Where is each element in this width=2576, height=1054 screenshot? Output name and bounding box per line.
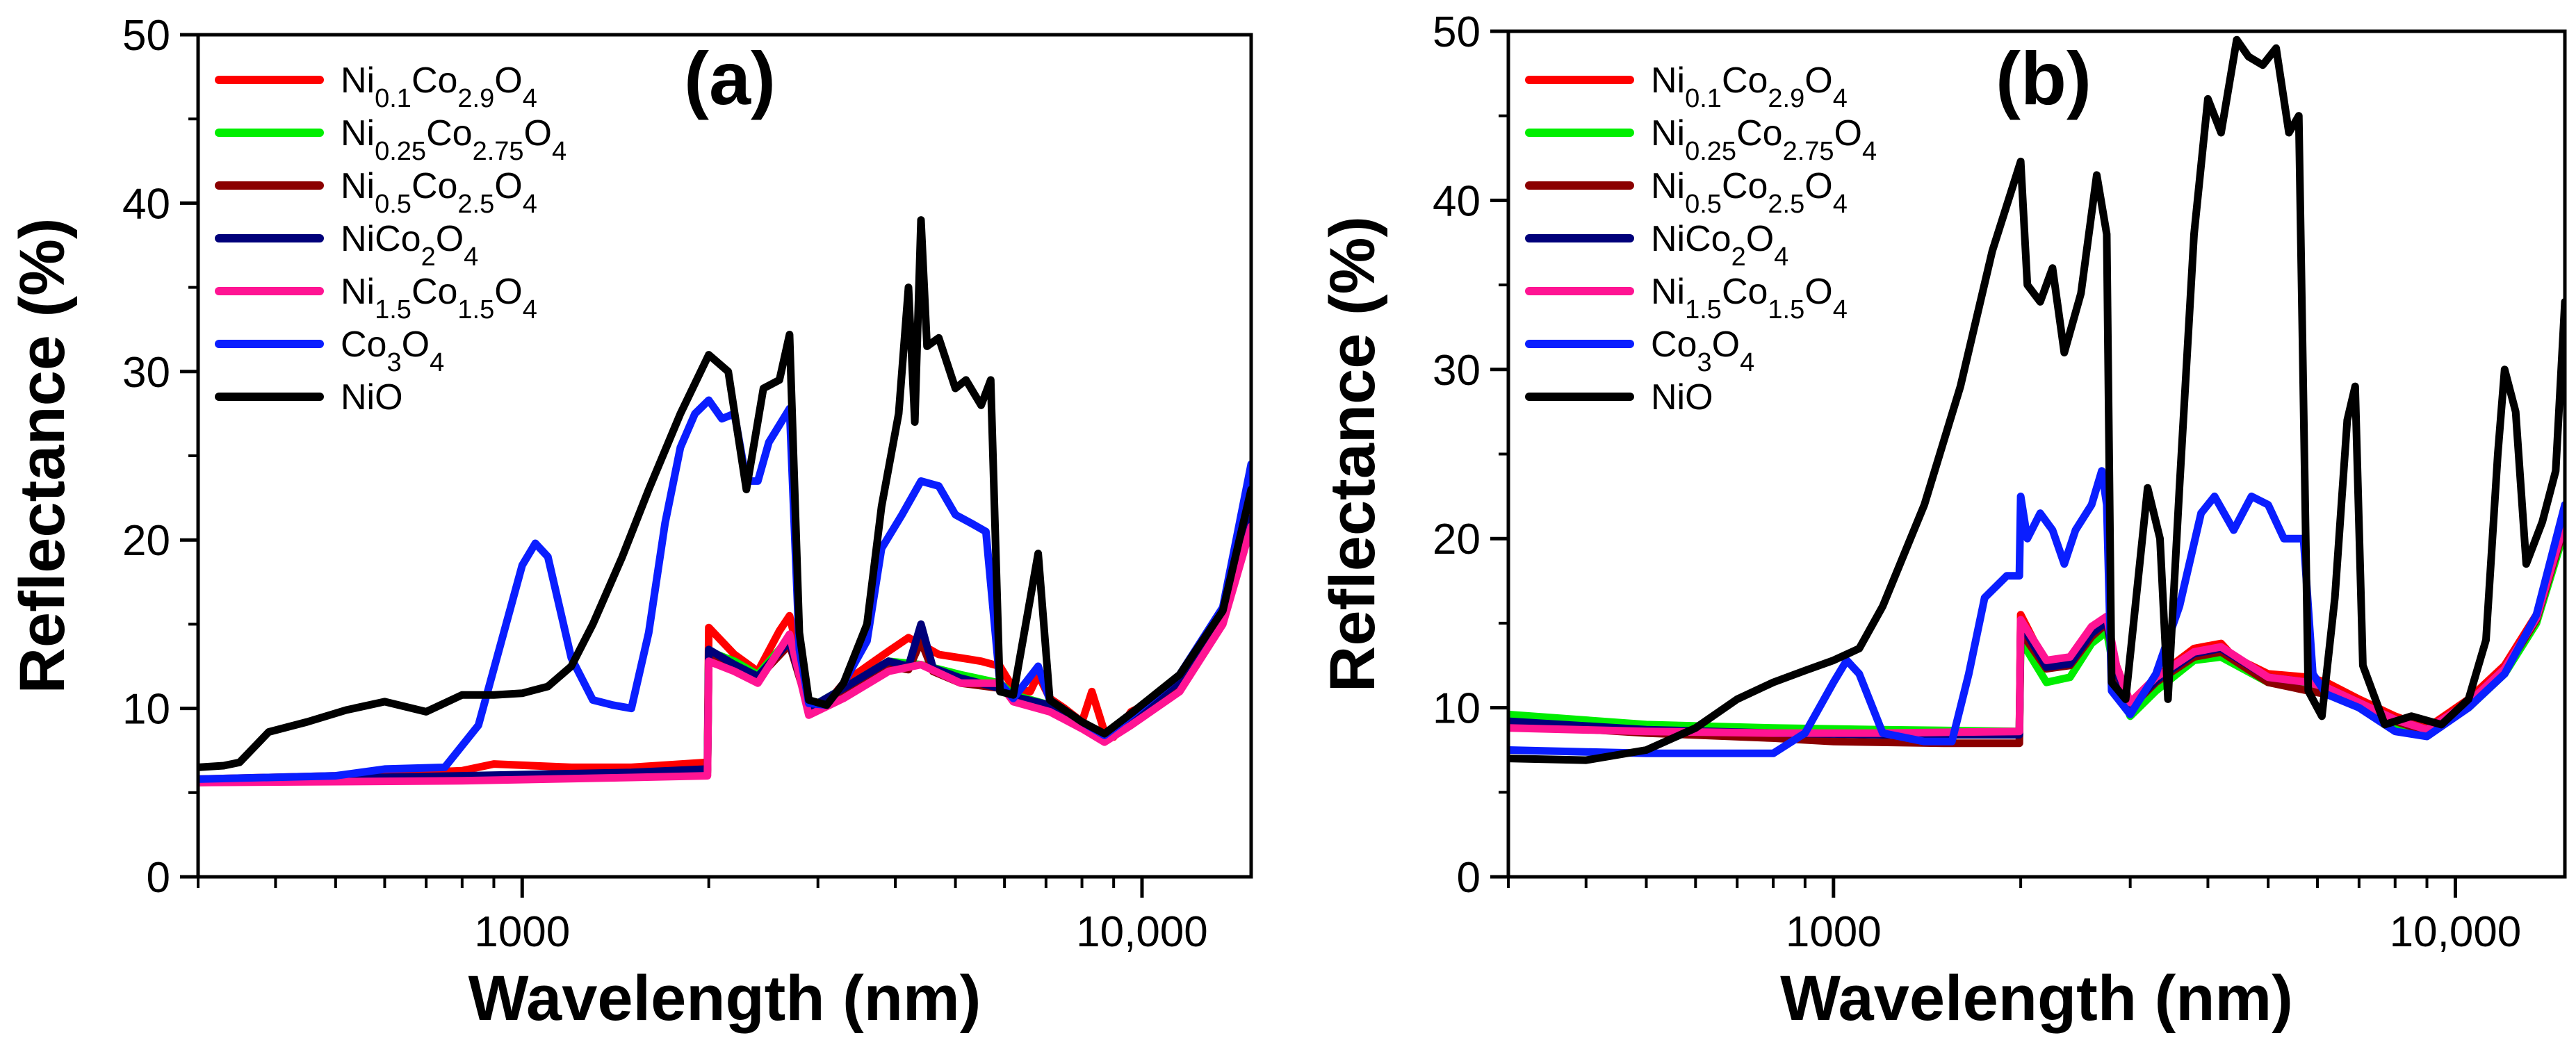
y-tick-label: 50 [122,12,170,60]
legend: Ni0.1Co2.9O4Ni0.25Co2.75O4Ni0.5Co2.5O4Ni… [215,60,566,418]
legend-label: NiCo2O4 [341,219,478,272]
y-tick-label: 30 [122,349,170,397]
legend: Ni0.1Co2.9O4Ni0.25Co2.75O4Ni0.5Co2.5O4Ni… [1525,60,1877,418]
legend-label: Ni0.5Co2.5O4 [1651,166,1848,219]
series-line-Ni1.5Co1.5O4 [1508,518,2565,737]
series-line-Ni0.5Co2.5O4 [198,516,1251,785]
legend-label: Ni0.5Co2.5O4 [341,166,537,219]
legend-label: Ni0.25Co2.75O4 [1651,113,1877,166]
y-tick-label: 50 [1433,8,1481,56]
x-tick-label: 1000 [474,908,570,956]
panel-tag: (b) [1996,36,2092,120]
plot-frame [196,33,1253,879]
legend-label: Co3O4 [1651,324,1754,377]
series-line-NiO [1508,35,2565,764]
y-tick-label: 10 [1433,685,1481,733]
legend-label: Ni0.1Co2.9O4 [341,60,537,113]
legend-label: Co3O4 [341,324,444,377]
legend-label: Ni0.25Co2.75O4 [341,113,566,166]
legend-label: Ni0.1Co2.9O4 [1651,60,1848,113]
legend-label: NiO [341,377,403,418]
series-group [198,216,1251,787]
y-axis-title: Reflectance (%) [1317,216,1388,692]
x-axis-title: Wavelength (nm) [468,963,981,1034]
x-axis-title: Wavelength (nm) [1780,963,2293,1034]
series-line-Ni0.25Co2.75O4 [198,519,1251,787]
legend-label: NiO [1651,377,1713,418]
y-tick-label: 40 [122,180,170,228]
y-tick-label: 0 [147,854,170,902]
series-line-Ni0.5Co2.5O4 [1508,521,2565,748]
x-tick-label: 10,000 [1076,908,1208,956]
y-axis-title: Reflectance (%) [7,217,78,693]
series-line-Ni0.25Co2.75O4 [1508,526,2565,737]
series-line-Co3O4 [198,396,1251,783]
legend-label: NiCo2O4 [1651,219,1788,272]
y-tick-label: 0 [1457,854,1481,902]
y-tick-label: 30 [1433,347,1481,395]
series-line-Ni1.5Co1.5O4 [198,522,1251,787]
series-line-Ni0.1Co2.9O4 [1508,518,2565,737]
y-tick-label: 40 [1433,177,1481,225]
y-tick-label: 10 [122,686,170,734]
series-line-NiO [198,216,1251,771]
series-line-NiCo2O4 [1508,518,2565,739]
chart-panel-b: 0 10 20 30 40 50 1000 10,000 Wavelength (nm) Refl… [1317,8,2567,1034]
y-tick-label: 20 [1433,516,1481,563]
series-group [1508,35,2565,764]
panel-tag: (a) [684,36,776,120]
x-tick-label: 10,000 [2390,908,2522,956]
x-tick-label: 1000 [1786,908,1882,956]
legend-label: Ni1.5Co1.5O4 [1651,272,1848,324]
y-tick-label: 20 [122,517,170,565]
series-line-Co3O4 [1508,467,2565,757]
chart-panel-a: 0 10 20 30 40 50 1000 10,000 Wavelength (nm) Refl… [7,12,1253,1034]
legend-label: Ni1.5Co1.5O4 [341,272,537,324]
